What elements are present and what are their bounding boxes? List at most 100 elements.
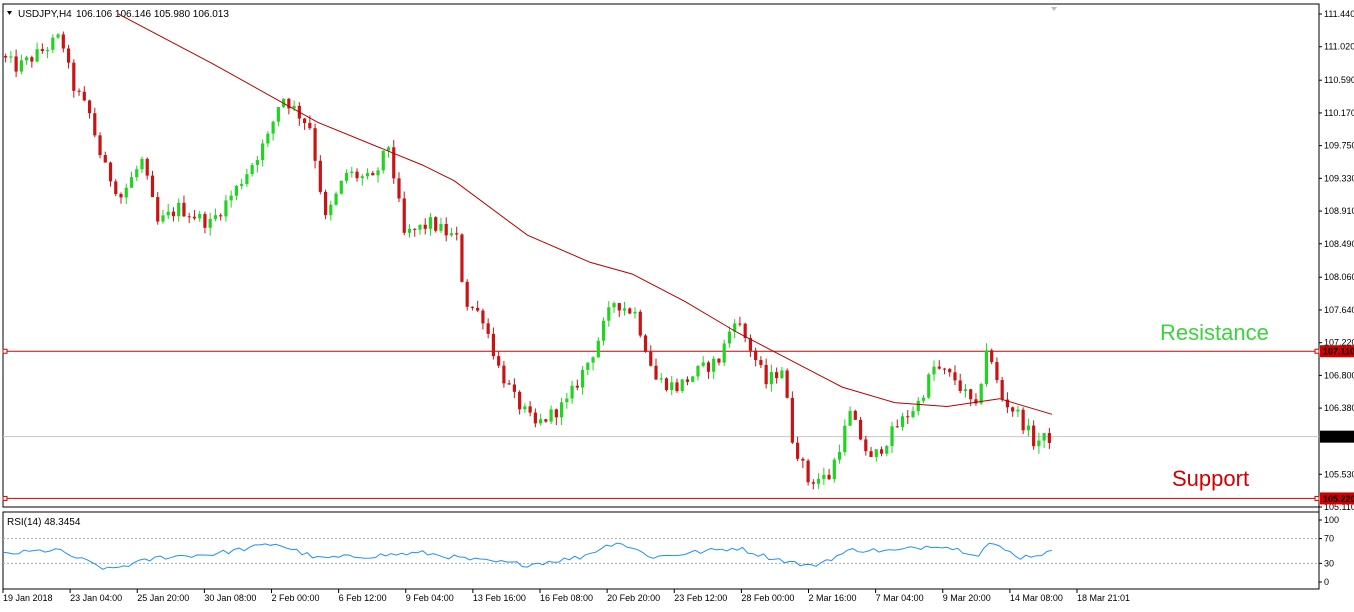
price-tick-label: 105.530	[1324, 469, 1354, 479]
candle-body	[512, 384, 516, 392]
time-tick-label: 19 Jan 2018	[3, 593, 53, 603]
time-tick-label: 13 Feb 16:00	[473, 593, 526, 603]
candle-body	[119, 194, 123, 198]
ohlc-readout: 106.106 106.146 105.980 106.013	[76, 9, 229, 20]
candle-body	[738, 323, 742, 325]
candle-body	[40, 49, 44, 52]
candle-body	[680, 379, 684, 392]
candle-body	[706, 362, 711, 372]
candle-body	[124, 187, 128, 198]
candle-body	[114, 181, 118, 195]
candle-body	[428, 217, 433, 229]
candle-body	[376, 170, 380, 176]
dropdown-arrow-icon[interactable]	[7, 11, 12, 15]
price-tick-label: 109.750	[1324, 141, 1354, 151]
candle-body	[19, 60, 23, 72]
candle-body	[874, 449, 878, 457]
candle-body	[371, 173, 375, 176]
rsi-tick-label: 70	[1324, 534, 1334, 544]
candle-body	[764, 364, 768, 385]
candle-body	[276, 107, 280, 122]
candle-body	[775, 372, 779, 379]
candle-body	[344, 172, 349, 181]
candle-body	[145, 158, 149, 176]
candle-body	[570, 385, 574, 399]
price-tick-label: 108.490	[1324, 239, 1354, 249]
candle-body	[990, 350, 994, 363]
price-tick-label: 110.170	[1324, 108, 1354, 118]
moving-average-line	[118, 13, 1053, 415]
price-tag-current	[1320, 430, 1354, 443]
candle-body	[323, 191, 328, 216]
candle-body	[98, 135, 102, 156]
time-tick-label: 9 Feb 04:00	[406, 593, 454, 603]
time-tick-label: 28 Feb 00:00	[741, 593, 794, 603]
candle-body	[963, 389, 968, 392]
candle-body	[308, 122, 312, 129]
candle-body	[1032, 425, 1036, 447]
candle-body	[156, 197, 160, 222]
candle-body	[1016, 409, 1020, 412]
candle-body	[769, 372, 773, 385]
candle-body	[255, 160, 259, 165]
price-tag-Support-label: 105.220	[1323, 494, 1354, 504]
candle-body	[455, 233, 459, 235]
candle-body	[675, 382, 679, 392]
rsi-series-line	[2, 542, 1053, 570]
candle-body	[701, 362, 705, 366]
candle-body	[192, 216, 197, 219]
candle-body	[150, 175, 155, 198]
price-axis-background	[1319, 4, 1354, 589]
candle-body	[460, 234, 464, 282]
main-pane-frame	[2, 3, 1320, 508]
price-tick-label: 107.640	[1324, 305, 1354, 315]
candle-body	[580, 369, 585, 388]
candle-body	[82, 91, 86, 101]
candle-body	[187, 216, 191, 218]
price-tick-label: 106.800	[1324, 370, 1354, 380]
price-level-Resistance-handle	[2, 348, 8, 354]
candle-body	[1021, 409, 1025, 431]
candle-body	[643, 335, 648, 352]
chart-shift-marker[interactable]	[1051, 7, 1057, 11]
candle-body	[617, 303, 621, 311]
candle-body	[407, 228, 412, 233]
candle-body	[722, 343, 726, 363]
candle-body	[979, 383, 983, 404]
candle-body	[743, 323, 747, 339]
candle-body	[670, 382, 674, 390]
candle-body	[1047, 433, 1051, 443]
candle-body	[402, 198, 406, 233]
rsi-tick-label: 0	[1324, 577, 1329, 587]
time-tick-label: 7 Mar 04:00	[876, 593, 924, 603]
candle-body	[497, 356, 501, 366]
candle-body	[612, 303, 616, 308]
candle-body	[816, 478, 821, 484]
candle-body	[633, 311, 637, 314]
candle-body	[748, 338, 753, 351]
candle-body	[948, 369, 952, 373]
candle-body	[418, 224, 422, 230]
candle-body	[696, 365, 700, 377]
candle-body	[549, 409, 553, 422]
candle-body	[533, 412, 537, 424]
candle-body	[596, 340, 600, 358]
candle-body	[858, 419, 863, 440]
candle-body	[365, 173, 370, 177]
candle-body	[853, 410, 857, 420]
candle-body	[523, 406, 527, 410]
candle-body	[9, 56, 13, 58]
candle-body	[911, 411, 915, 418]
candle-body	[974, 399, 978, 404]
candle-body	[827, 474, 831, 480]
support-label: Support	[1172, 466, 1249, 491]
candle-body	[544, 419, 548, 422]
candle-body	[45, 49, 50, 52]
candle-body	[638, 311, 642, 336]
candle-body	[958, 380, 962, 392]
price-tick-label: 106.380	[1324, 403, 1354, 413]
candle-body	[685, 379, 690, 382]
resistance-label: Resistance	[1160, 320, 1269, 345]
candle-body	[476, 307, 480, 311]
